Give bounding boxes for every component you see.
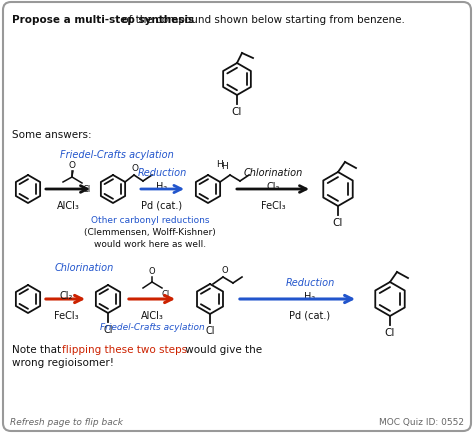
Text: Cl: Cl [162, 289, 170, 298]
Text: Cl: Cl [82, 184, 90, 194]
Text: AlCl₃: AlCl₃ [56, 201, 80, 210]
Text: Pd (cat.): Pd (cat.) [141, 201, 182, 210]
Text: of the compound shown below starting from benzene.: of the compound shown below starting fro… [119, 15, 405, 25]
Text: O: O [132, 164, 139, 173]
Text: AlCl₃: AlCl₃ [141, 310, 164, 320]
Text: Some answers:: Some answers: [12, 130, 91, 140]
Text: Cl₂: Cl₂ [59, 290, 73, 300]
Text: would give the: would give the [182, 344, 262, 354]
Text: H: H [216, 160, 223, 169]
Text: MOC Quiz ID: 0552: MOC Quiz ID: 0552 [379, 417, 464, 426]
Text: O: O [222, 265, 228, 274]
Text: Cl: Cl [385, 327, 395, 337]
Text: O: O [149, 266, 155, 275]
Text: Other carbonyl reductions: Other carbonyl reductions [91, 216, 209, 224]
Text: (Clemmensen, Wolff-Kishner): (Clemmensen, Wolff-Kishner) [84, 227, 216, 237]
FancyBboxPatch shape [3, 3, 471, 431]
Text: H₂: H₂ [304, 291, 316, 301]
Text: Propose a multi-step synthesis: Propose a multi-step synthesis [12, 15, 194, 25]
Text: FeCl₃: FeCl₃ [261, 201, 285, 210]
Text: Friedel-Crafts acylation: Friedel-Crafts acylation [60, 150, 174, 160]
Text: H: H [221, 161, 228, 171]
Text: Chlorination: Chlorination [243, 168, 302, 178]
Text: FeCl₃: FeCl₃ [54, 310, 78, 320]
Text: H₂: H₂ [156, 181, 168, 191]
Text: Reduction: Reduction [285, 277, 335, 287]
Text: Cl: Cl [205, 325, 215, 335]
Text: Cl: Cl [232, 107, 242, 117]
Text: would work here as well.: would work here as well. [94, 240, 206, 248]
Text: flipping these two steps: flipping these two steps [62, 344, 187, 354]
Text: Chlorination: Chlorination [55, 263, 114, 273]
Text: Cl₂: Cl₂ [266, 181, 280, 191]
Text: Cl: Cl [103, 324, 113, 334]
Text: Note that: Note that [12, 344, 64, 354]
Text: Cl: Cl [333, 217, 343, 227]
Text: wrong regioisomer!: wrong regioisomer! [12, 357, 114, 367]
Text: O: O [69, 161, 75, 170]
Text: Friedel-Crafts acylation: Friedel-Crafts acylation [100, 322, 204, 331]
Text: Refresh page to flip back: Refresh page to flip back [10, 417, 123, 426]
Text: Reduction: Reduction [137, 168, 187, 178]
Text: Pd (cat.): Pd (cat.) [290, 310, 330, 320]
